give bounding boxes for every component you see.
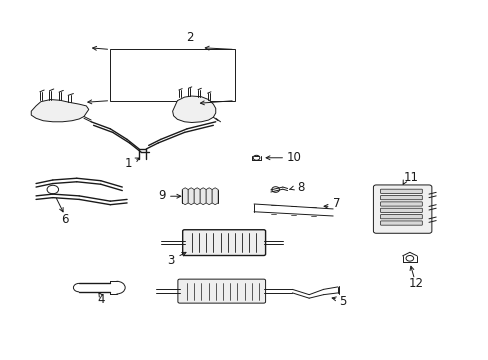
Text: 9: 9 bbox=[158, 189, 165, 202]
Text: 4: 4 bbox=[97, 293, 104, 306]
Text: 8: 8 bbox=[297, 181, 304, 194]
Text: 5: 5 bbox=[339, 295, 346, 308]
FancyBboxPatch shape bbox=[380, 189, 422, 193]
Text: 11: 11 bbox=[403, 171, 418, 184]
Text: 1: 1 bbox=[124, 157, 132, 170]
Polygon shape bbox=[200, 188, 206, 205]
Text: 3: 3 bbox=[167, 254, 174, 267]
FancyBboxPatch shape bbox=[380, 208, 422, 212]
Polygon shape bbox=[172, 96, 215, 122]
Polygon shape bbox=[182, 188, 188, 205]
FancyBboxPatch shape bbox=[373, 185, 431, 233]
Bar bbox=[110, 49, 234, 100]
FancyBboxPatch shape bbox=[178, 279, 265, 303]
Text: 7: 7 bbox=[332, 198, 340, 211]
Text: 12: 12 bbox=[408, 276, 423, 289]
Polygon shape bbox=[194, 188, 200, 205]
Polygon shape bbox=[212, 188, 218, 205]
FancyBboxPatch shape bbox=[380, 202, 422, 206]
FancyBboxPatch shape bbox=[380, 221, 422, 225]
Polygon shape bbox=[188, 188, 194, 205]
Polygon shape bbox=[206, 188, 212, 205]
FancyBboxPatch shape bbox=[380, 195, 422, 200]
FancyBboxPatch shape bbox=[183, 230, 265, 256]
Polygon shape bbox=[31, 100, 89, 122]
Text: 10: 10 bbox=[286, 151, 301, 164]
Text: 6: 6 bbox=[61, 213, 68, 226]
Text: 2: 2 bbox=[185, 31, 193, 44]
FancyBboxPatch shape bbox=[380, 215, 422, 219]
